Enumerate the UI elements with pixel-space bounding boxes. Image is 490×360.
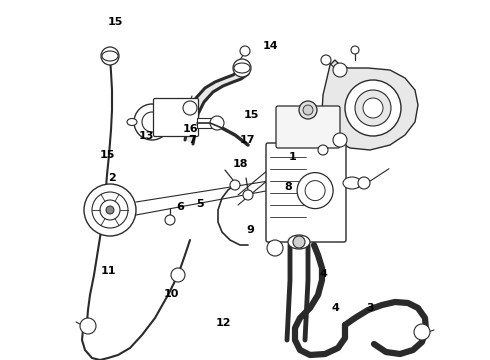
Circle shape bbox=[84, 184, 136, 236]
Circle shape bbox=[303, 105, 313, 115]
Ellipse shape bbox=[127, 118, 137, 126]
Circle shape bbox=[183, 101, 197, 115]
Circle shape bbox=[243, 190, 253, 200]
Circle shape bbox=[100, 200, 120, 220]
Bar bbox=[197, 118, 217, 128]
Circle shape bbox=[333, 133, 347, 147]
FancyBboxPatch shape bbox=[153, 99, 198, 136]
Text: 3: 3 bbox=[366, 303, 374, 313]
Circle shape bbox=[305, 181, 325, 201]
Text: 15: 15 bbox=[100, 150, 116, 160]
Circle shape bbox=[299, 101, 317, 119]
Text: 18: 18 bbox=[232, 159, 248, 169]
Circle shape bbox=[106, 206, 114, 214]
Text: 7: 7 bbox=[189, 135, 196, 145]
Text: 14: 14 bbox=[263, 41, 278, 51]
Circle shape bbox=[318, 145, 328, 155]
Ellipse shape bbox=[234, 63, 250, 73]
Text: 8: 8 bbox=[284, 182, 292, 192]
Circle shape bbox=[142, 112, 162, 132]
Circle shape bbox=[333, 63, 347, 77]
Text: 4: 4 bbox=[332, 303, 340, 313]
Ellipse shape bbox=[167, 114, 177, 122]
Circle shape bbox=[293, 236, 305, 248]
Ellipse shape bbox=[288, 235, 310, 249]
Circle shape bbox=[240, 46, 250, 56]
Circle shape bbox=[101, 47, 119, 65]
Text: 9: 9 bbox=[246, 225, 254, 235]
Text: 12: 12 bbox=[215, 318, 231, 328]
Circle shape bbox=[345, 80, 401, 136]
Circle shape bbox=[80, 318, 96, 334]
Circle shape bbox=[355, 90, 391, 126]
Text: 2: 2 bbox=[108, 173, 116, 183]
Text: 15: 15 bbox=[243, 110, 259, 120]
Polygon shape bbox=[322, 60, 418, 150]
Circle shape bbox=[267, 240, 283, 256]
Circle shape bbox=[351, 46, 359, 54]
Text: 5: 5 bbox=[196, 199, 204, 210]
Text: 13: 13 bbox=[138, 131, 154, 141]
FancyBboxPatch shape bbox=[266, 143, 346, 242]
Text: 10: 10 bbox=[164, 289, 179, 300]
Ellipse shape bbox=[343, 177, 361, 189]
Text: 17: 17 bbox=[240, 135, 255, 145]
Text: 16: 16 bbox=[182, 124, 198, 134]
Text: 11: 11 bbox=[101, 266, 117, 276]
Circle shape bbox=[210, 116, 224, 130]
Circle shape bbox=[134, 104, 170, 140]
Circle shape bbox=[297, 172, 333, 208]
Circle shape bbox=[414, 324, 430, 340]
Circle shape bbox=[92, 192, 128, 228]
Polygon shape bbox=[185, 70, 248, 144]
Text: 4: 4 bbox=[319, 269, 327, 279]
FancyBboxPatch shape bbox=[276, 106, 340, 148]
Text: 15: 15 bbox=[107, 17, 123, 27]
Circle shape bbox=[165, 215, 175, 225]
Text: 1: 1 bbox=[289, 152, 297, 162]
Circle shape bbox=[363, 98, 383, 118]
Circle shape bbox=[171, 268, 185, 282]
Circle shape bbox=[358, 177, 370, 189]
Text: 6: 6 bbox=[176, 202, 184, 212]
Circle shape bbox=[230, 180, 240, 190]
Circle shape bbox=[233, 59, 251, 77]
Ellipse shape bbox=[102, 51, 118, 61]
Circle shape bbox=[321, 55, 331, 65]
